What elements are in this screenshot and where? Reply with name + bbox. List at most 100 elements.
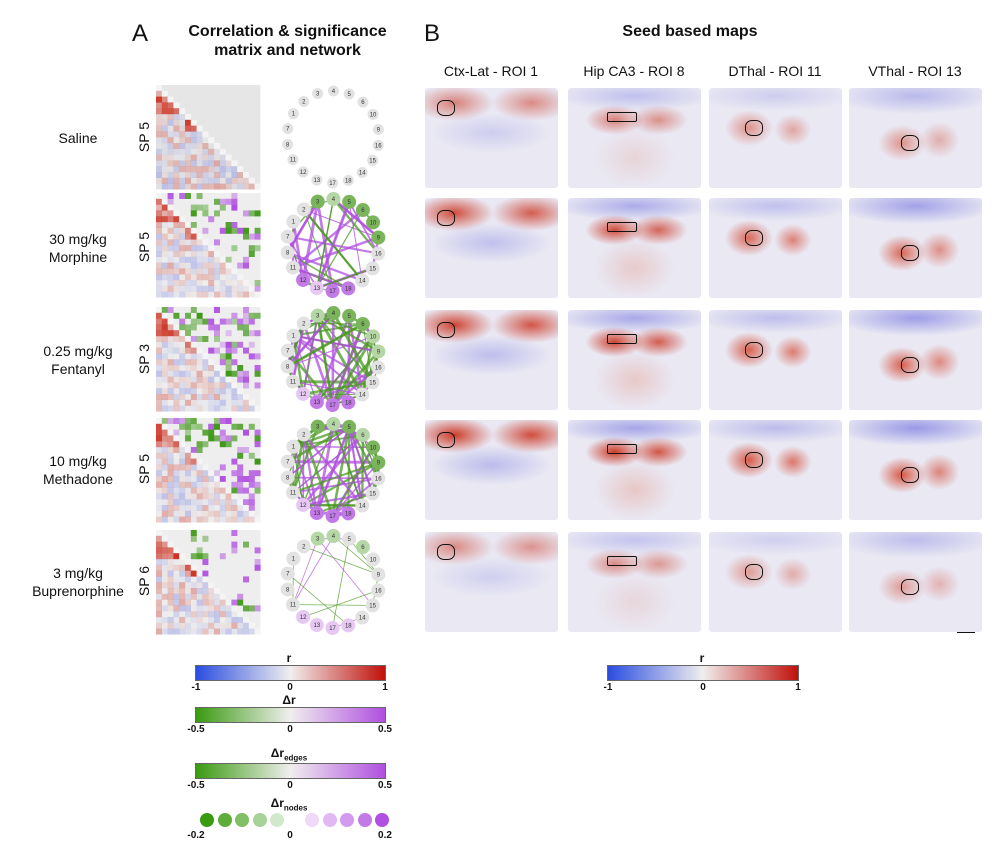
node-label: 7: [286, 127, 290, 133]
matrix-cell: [173, 365, 180, 371]
network-edge: [333, 535, 379, 575]
network-edge: [317, 314, 374, 338]
matrix-cell: [190, 493, 197, 500]
matrix-cell: [196, 148, 203, 155]
matrix-cell: [167, 464, 174, 471]
matrix-cell: [225, 382, 232, 389]
network-node: [286, 551, 301, 566]
matrix-cell: [225, 617, 232, 623]
matrix-cell: [179, 114, 186, 120]
matrix-cell: [161, 458, 168, 465]
tick: 0: [287, 830, 293, 841]
matrix-cell: [208, 154, 215, 161]
matrix-cell: [208, 487, 215, 494]
matrix-cell: [196, 605, 203, 612]
matrix-cell: [179, 447, 186, 453]
network-edge: [292, 461, 379, 494]
matrix-cell: [254, 628, 261, 635]
matrix-cell: [196, 245, 203, 252]
node-label: 8: [286, 143, 290, 149]
matrix-cell: [196, 251, 203, 257]
network-node: [286, 328, 301, 343]
matrix-cell: [190, 353, 197, 360]
network-node: [371, 344, 386, 359]
matrix-cell: [185, 262, 191, 269]
sp-label: SP 6: [136, 565, 152, 597]
network-edge: [292, 335, 318, 403]
matrix-cell: [190, 227, 197, 234]
matrix-cell: [173, 239, 180, 246]
matrix-cell: [173, 547, 180, 554]
roi-outline: [606, 444, 637, 454]
roi-outline: [744, 230, 763, 246]
matrix-cell: [190, 341, 197, 348]
matrix-cell: [254, 605, 261, 612]
node-label: 8: [286, 251, 290, 257]
node-label: 14: [359, 393, 366, 399]
matrix-cell: [196, 239, 203, 246]
matrix-cell: [179, 353, 186, 360]
matrix-cell: [196, 499, 203, 506]
panel-b-letter: B: [424, 20, 441, 47]
matrix-cell: [167, 564, 174, 571]
matrix-cell: [237, 172, 244, 178]
matrix-cell: [231, 227, 238, 234]
matrix-cell: [179, 611, 185, 617]
matrix-cell: [214, 505, 220, 511]
matrix-cell: [173, 183, 180, 190]
node-label: 8: [286, 588, 290, 594]
matrix-cell: [167, 435, 174, 442]
matrix-cell: [237, 274, 244, 281]
matrix-cell: [231, 285, 238, 292]
matrix-cell: [202, 160, 209, 167]
matrix-cell: [196, 376, 203, 383]
matrix-cell: [225, 285, 232, 292]
matrix-cell: [231, 359, 238, 366]
matrix-cell: [179, 233, 186, 240]
network-edge: [348, 426, 374, 494]
network-edge: [317, 315, 374, 383]
matrix-cell: [161, 324, 168, 331]
sp-label: SP 5: [136, 231, 152, 263]
network-node: [309, 506, 324, 521]
matrix-cell: [185, 429, 191, 436]
matrix-cell: [254, 353, 261, 360]
matrix-cell: [179, 376, 186, 383]
matrix-cell: [237, 388, 244, 395]
matrix-cell: [179, 336, 186, 342]
node-label: 2: [302, 544, 306, 550]
matrix-cell: [202, 611, 209, 618]
matrix-cell: [167, 541, 174, 548]
matrix-cell: [179, 148, 186, 155]
matrix-cell: [202, 559, 209, 565]
network-node: [326, 192, 341, 207]
matrix-cell: [202, 166, 209, 173]
matrix-cell: [208, 376, 215, 383]
node-label: 2: [302, 321, 306, 327]
matrix-cell: [219, 268, 226, 275]
sp-label: SP 3: [136, 343, 152, 375]
matrix-cell: [162, 576, 168, 582]
matrix-cell: [185, 160, 191, 167]
matrix-cell: [161, 418, 168, 424]
matrix-cell: [185, 452, 191, 459]
matrix-cell: [167, 441, 174, 448]
matrix-cell: [196, 476, 203, 482]
matrix-cell: [156, 268, 162, 275]
matrix-cell: [161, 102, 168, 109]
matrix-cell: [231, 193, 238, 199]
node-label: 12: [300, 503, 307, 509]
node-label: 2: [302, 207, 306, 213]
matrix-cell: [196, 143, 203, 149]
matrix-cell: [167, 493, 174, 500]
network-node: [285, 260, 300, 275]
matrix-cell: [243, 376, 249, 383]
matrix-cell: [185, 119, 191, 126]
matrix-cell: [167, 481, 174, 488]
node-label: 4: [332, 197, 336, 203]
matrix-cell: [214, 160, 220, 167]
matrix-cell: [185, 510, 191, 517]
matrix-cell: [167, 119, 174, 126]
matrix-cell: [161, 239, 168, 246]
matrix-cell: [156, 85, 162, 91]
